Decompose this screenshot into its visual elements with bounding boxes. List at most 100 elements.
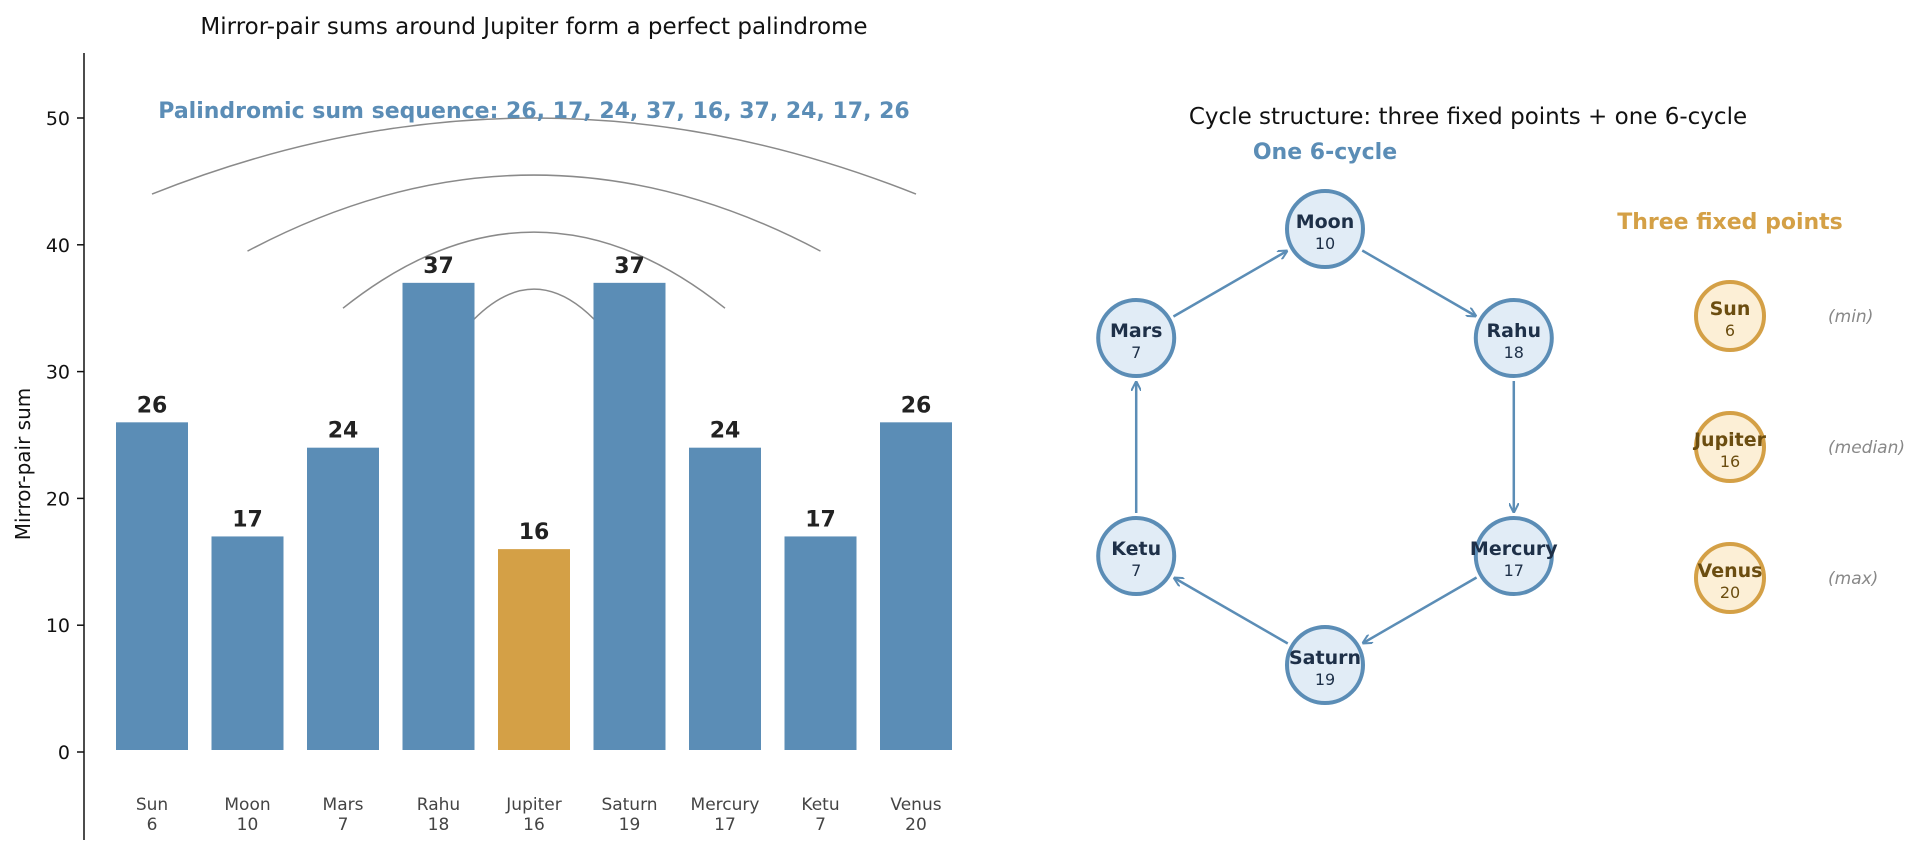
bar-value-labels: 26 17 24 37 16 37 24 17 26	[137, 254, 932, 545]
category-name-label: Rahu	[417, 795, 460, 815]
cycle-node-value: 7	[1131, 343, 1141, 362]
cycle-diagram-title: Cycle structure: three fixed points + on…	[1189, 104, 1747, 130]
fixed-node-name: Sun	[1710, 298, 1751, 320]
category-value-label: 20	[905, 815, 927, 835]
y-tick-label: 0	[58, 742, 70, 764]
y-tick-label: 50	[46, 108, 70, 130]
cycle-node-value: 18	[1504, 343, 1524, 362]
fixed-node-value: 16	[1720, 452, 1740, 471]
category-name-label: Jupiter	[505, 795, 561, 815]
cycle-node-name: Mars	[1110, 320, 1162, 342]
cycle-node-circle	[1096, 516, 1177, 596]
cycle-arrow	[1361, 249, 1475, 317]
cycle-node-name: Mercury	[1470, 538, 1558, 560]
cycle-node-circle	[1473, 516, 1554, 596]
cycle-node-value: 10	[1315, 234, 1335, 253]
category-value-label: 10	[237, 815, 259, 835]
mirror-arc	[151, 117, 917, 195]
category-name-label: Saturn	[601, 795, 657, 815]
category-value-label: 17	[714, 815, 736, 835]
bar-value-label: 26	[137, 393, 168, 418]
bar-chart-panel: Mirror-pair sums around Jupiter form a p…	[11, 14, 952, 840]
cycle-node-value: 17	[1504, 561, 1524, 580]
fixed-node-name: Venus	[1698, 560, 1763, 582]
mirror-arc	[247, 174, 821, 252]
y-tick-label: 10	[46, 615, 70, 637]
category-name-label: Moon	[224, 795, 270, 815]
fixed-node-name: Jupiter	[1692, 429, 1767, 451]
category-labels: Sun6Moon10Mars7Rahu18Jupiter16Saturn19Me…	[136, 795, 942, 835]
bar-sun	[116, 422, 188, 750]
cycle-diagram-panel: Cycle structure: three fixed points + on…	[1096, 104, 1905, 705]
bar-ketu	[784, 536, 857, 750]
fixed-node-value: 6	[1725, 321, 1735, 340]
cycle-label: One 6-cycle	[1253, 140, 1397, 165]
cycle-node-circle	[1473, 298, 1554, 378]
category-value-label: 6	[147, 815, 158, 835]
category-value-label: 19	[619, 815, 641, 835]
bar-value-label: 17	[232, 507, 263, 532]
category-value-label: 18	[428, 815, 450, 835]
bar-value-label: 24	[328, 419, 359, 444]
cycle-node-name: Moon	[1296, 211, 1355, 233]
fixed-node-note: (max)	[1828, 569, 1878, 589]
category-value-label: 16	[523, 815, 545, 835]
bar-value-label: 16	[519, 520, 550, 545]
mirror-arcs	[151, 117, 917, 366]
bar-value-label: 24	[710, 419, 741, 444]
category-name-label: Ketu	[801, 795, 839, 815]
bar-chart-title: Mirror-pair sums around Jupiter form a p…	[200, 14, 867, 40]
fixed-node-circle	[1694, 280, 1766, 352]
cycle-arrow	[1172, 251, 1286, 318]
category-value-label: 7	[815, 815, 826, 835]
y-tick-label: 20	[46, 488, 70, 510]
y-axis-label: Mirror-pair sum	[11, 388, 35, 541]
bar-venus	[880, 422, 952, 750]
y-ticks: 0 10 20 30 40 50	[46, 108, 84, 764]
palindrome-annotation: Palindromic sum sequence: 26, 17, 24, 37…	[158, 99, 909, 124]
y-tick-label: 40	[46, 235, 70, 257]
cycle-node-circle	[1285, 189, 1365, 269]
bar-moon	[211, 536, 284, 750]
category-name-label: Sun	[136, 795, 168, 815]
bar-value-label: 17	[805, 507, 836, 532]
cycle-node-value: 19	[1315, 670, 1335, 689]
y-tick-label: 30	[46, 362, 70, 384]
fixed-node-value: 20	[1720, 583, 1740, 602]
cycle-arrow	[1363, 576, 1478, 644]
bar-value-label: 37	[423, 254, 454, 279]
bar-rahu	[402, 282, 475, 750]
bars	[116, 282, 952, 750]
fixed-node-circle	[1694, 542, 1766, 614]
cycle-arrows	[1136, 251, 1514, 644]
fixed-node-circle	[1694, 411, 1766, 483]
fixed-points-label: Three fixed points	[1617, 210, 1843, 235]
bar-mars	[307, 447, 379, 750]
bar-saturn	[593, 282, 666, 750]
bar-mercury	[689, 447, 761, 750]
cycle-node-name: Ketu	[1111, 538, 1161, 560]
category-name-label: Mercury	[691, 795, 760, 815]
cycle-arrow	[1174, 578, 1289, 645]
bar-jupiter	[498, 549, 570, 750]
cycle-node-value: 7	[1131, 561, 1141, 580]
fixed-node-note: (min)	[1828, 307, 1873, 327]
cycle-node-name: Rahu	[1487, 320, 1542, 342]
bar-value-label: 37	[614, 254, 645, 279]
cycle-node-circle	[1096, 298, 1177, 378]
cycle-node-name: Saturn	[1289, 647, 1361, 669]
category-value-label: 7	[338, 815, 349, 835]
category-name-label: Mars	[323, 795, 364, 815]
category-name-label: Venus	[890, 795, 941, 815]
